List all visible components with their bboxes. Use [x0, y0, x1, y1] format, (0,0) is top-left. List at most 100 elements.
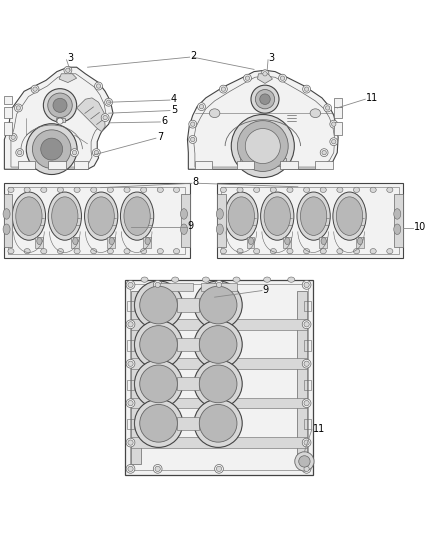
Ellipse shape — [126, 280, 135, 289]
Ellipse shape — [387, 248, 393, 254]
Ellipse shape — [140, 405, 177, 442]
Bar — [71, 237, 79, 248]
Bar — [127, 379, 134, 390]
Polygon shape — [56, 118, 65, 122]
Ellipse shape — [134, 360, 183, 408]
Bar — [131, 290, 141, 464]
Ellipse shape — [194, 360, 242, 408]
Ellipse shape — [261, 192, 294, 240]
Ellipse shape — [74, 187, 80, 192]
Ellipse shape — [128, 466, 133, 472]
Ellipse shape — [263, 71, 267, 76]
Bar — [35, 237, 43, 248]
Bar — [304, 340, 311, 351]
Ellipse shape — [91, 187, 97, 192]
Ellipse shape — [357, 238, 363, 245]
Bar — [131, 437, 307, 448]
Ellipse shape — [128, 361, 133, 366]
Ellipse shape — [3, 209, 10, 219]
Ellipse shape — [16, 149, 24, 157]
Bar — [18, 161, 35, 169]
Bar — [143, 237, 151, 248]
Bar — [177, 338, 199, 351]
Ellipse shape — [43, 88, 77, 122]
Ellipse shape — [302, 399, 311, 408]
Bar — [158, 282, 193, 290]
Ellipse shape — [48, 93, 72, 118]
Ellipse shape — [332, 140, 336, 144]
Ellipse shape — [287, 248, 293, 254]
Bar — [221, 187, 399, 254]
Ellipse shape — [173, 187, 180, 192]
Ellipse shape — [320, 187, 326, 192]
Ellipse shape — [145, 238, 150, 245]
Ellipse shape — [245, 76, 250, 80]
Bar — [131, 398, 307, 408]
Ellipse shape — [14, 104, 22, 112]
Ellipse shape — [353, 248, 360, 254]
Ellipse shape — [219, 85, 227, 93]
Bar — [130, 284, 308, 470]
Bar — [195, 161, 212, 169]
Ellipse shape — [237, 187, 243, 192]
Ellipse shape — [92, 149, 100, 157]
Ellipse shape — [189, 120, 197, 128]
Bar — [247, 237, 254, 248]
Ellipse shape — [215, 280, 223, 289]
Ellipse shape — [126, 438, 135, 447]
Bar — [125, 280, 313, 474]
Ellipse shape — [228, 197, 254, 236]
Ellipse shape — [320, 248, 326, 254]
Text: 4: 4 — [171, 94, 177, 104]
Ellipse shape — [321, 238, 326, 245]
Bar — [283, 237, 291, 248]
Text: 9: 9 — [187, 221, 194, 231]
Ellipse shape — [237, 248, 243, 254]
Ellipse shape — [9, 133, 17, 141]
Ellipse shape — [304, 400, 309, 406]
Ellipse shape — [124, 187, 130, 192]
Ellipse shape — [109, 238, 114, 245]
Ellipse shape — [105, 98, 113, 106]
Ellipse shape — [245, 128, 280, 164]
Ellipse shape — [295, 452, 314, 471]
Ellipse shape — [216, 209, 223, 219]
Ellipse shape — [128, 440, 133, 445]
Ellipse shape — [8, 187, 14, 192]
Bar — [8, 187, 185, 254]
Ellipse shape — [336, 197, 363, 236]
Ellipse shape — [254, 187, 260, 192]
Text: 6: 6 — [161, 116, 167, 126]
Ellipse shape — [270, 187, 276, 192]
Ellipse shape — [141, 277, 148, 282]
Ellipse shape — [322, 150, 326, 155]
Ellipse shape — [172, 277, 179, 282]
Bar — [177, 377, 199, 391]
Ellipse shape — [41, 187, 47, 192]
Ellipse shape — [95, 82, 102, 90]
Ellipse shape — [134, 320, 183, 368]
Ellipse shape — [304, 187, 310, 192]
Ellipse shape — [106, 100, 111, 104]
Ellipse shape — [16, 106, 21, 110]
Ellipse shape — [64, 66, 72, 74]
Ellipse shape — [387, 187, 393, 192]
Ellipse shape — [254, 248, 260, 254]
Ellipse shape — [72, 150, 77, 155]
Ellipse shape — [191, 122, 195, 126]
Ellipse shape — [71, 149, 78, 157]
Ellipse shape — [233, 277, 240, 282]
Ellipse shape — [216, 224, 223, 235]
Ellipse shape — [24, 187, 30, 192]
Ellipse shape — [324, 104, 332, 112]
Ellipse shape — [126, 464, 135, 473]
Ellipse shape — [101, 114, 109, 122]
Ellipse shape — [134, 399, 183, 447]
Bar — [334, 98, 342, 107]
Ellipse shape — [199, 405, 237, 442]
Ellipse shape — [134, 281, 183, 329]
Ellipse shape — [3, 224, 10, 235]
Ellipse shape — [302, 438, 311, 447]
Ellipse shape — [155, 466, 160, 472]
Ellipse shape — [126, 320, 135, 329]
